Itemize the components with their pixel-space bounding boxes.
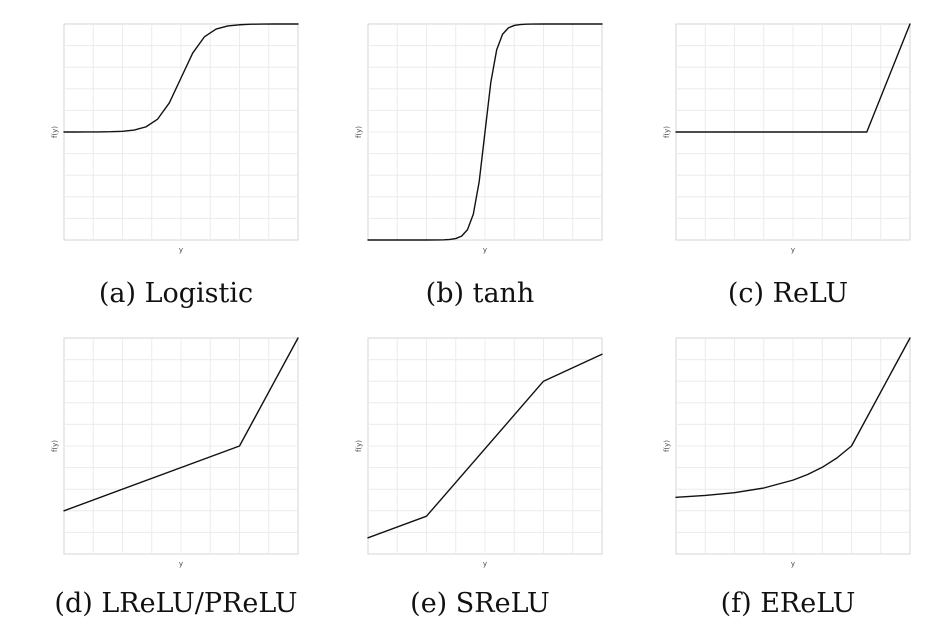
x-axis-label: y <box>791 246 795 254</box>
y-axis-label: f(y) <box>663 440 671 452</box>
caption-erelu: (f) EReLU <box>720 588 856 619</box>
tanh-plot: y f(y) <box>355 23 603 254</box>
erelu-plot: y f(y) <box>663 337 911 568</box>
series-line-0 <box>63 337 299 512</box>
chart-panel-tanh: y f(y) (b) tanh <box>350 20 610 309</box>
chart-panel-relu: y f(y) (c) ReLU <box>658 20 918 309</box>
x-axis-label: y <box>483 560 487 568</box>
series-line-0 <box>63 23 299 133</box>
x-axis-label: y <box>179 246 183 254</box>
y-axis-label: f(y) <box>355 440 363 452</box>
caption-relu: (c) ReLU <box>727 278 849 309</box>
series-line-0 <box>675 23 911 133</box>
x-axis-label: y <box>483 246 487 254</box>
caption-tanh: (b) tanh <box>425 278 535 309</box>
logistic-plot: y f(y) <box>51 23 299 254</box>
series-line-0 <box>367 23 603 241</box>
y-axis-label: f(y) <box>663 126 671 138</box>
x-axis-label: y <box>791 560 795 568</box>
srelu-plot: y f(y) <box>355 337 603 568</box>
caption-logistic: (a) Logistic <box>98 278 254 309</box>
y-axis-label: f(y) <box>51 126 59 138</box>
chart-panel-lrelu-prelu: y f(y) (d) LReLU/PReLU <box>46 334 306 619</box>
y-axis-label: f(y) <box>355 126 363 138</box>
lrelu-prelu-plot: y f(y) <box>51 337 299 568</box>
chart-panel-erelu: y f(y) (f) EReLU <box>658 334 918 619</box>
caption-lrelu-prelu: (d) LReLU/PReLU <box>54 588 298 619</box>
series-line-0 <box>675 337 911 499</box>
x-axis-label: y <box>179 560 183 568</box>
relu-plot: y f(y) <box>663 23 911 254</box>
chart-panel-logistic: y f(y) (a) Logistic <box>46 20 306 309</box>
caption-srelu: (e) SReLU <box>410 588 550 619</box>
chart-panel-srelu: y f(y) (e) SReLU <box>350 334 610 619</box>
series-line-0 <box>367 353 603 539</box>
y-axis-label: f(y) <box>51 440 59 452</box>
